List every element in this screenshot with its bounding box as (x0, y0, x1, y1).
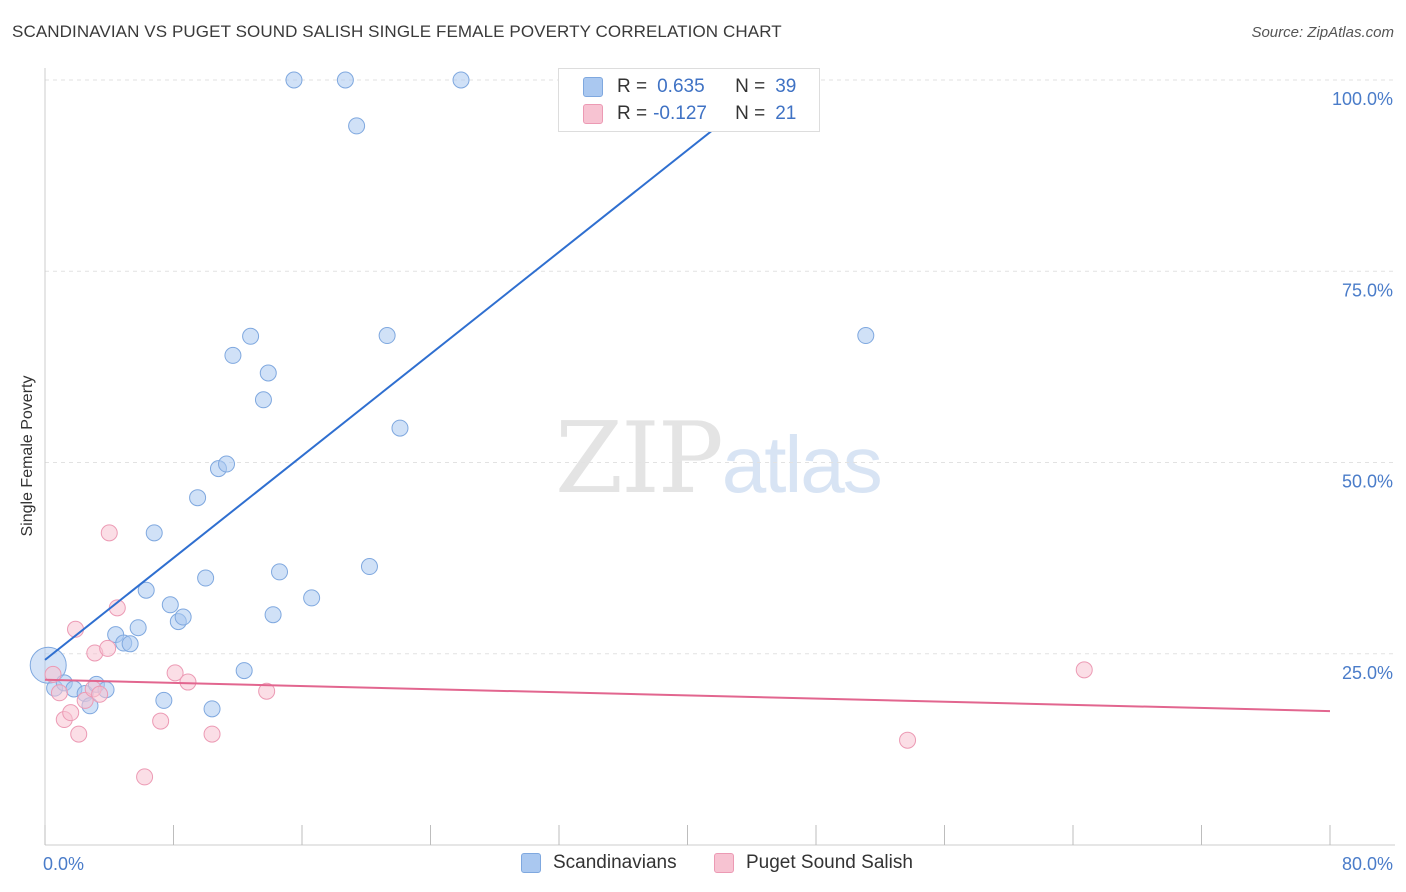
watermark: ZIPatlas (555, 402, 883, 516)
salish-point (179, 673, 197, 691)
salish-point (899, 731, 917, 749)
scandinavian-point (174, 608, 192, 626)
salish-point (203, 725, 221, 743)
scandinavian-point (218, 455, 236, 473)
correlation-legend: R = 0.635 N = 39 R = -0.127 N = 21 (558, 68, 820, 132)
scandinavian-point (155, 691, 173, 709)
scandinavian-point (137, 581, 155, 599)
n-label: N = (735, 103, 766, 124)
y-tick-label: 100.0% (1332, 89, 1393, 109)
scandinavian-point (129, 619, 147, 637)
chart-title: SCANDINAVIAN VS PUGET SOUND SALISH SINGL… (12, 22, 782, 41)
scandinavian-point (285, 71, 303, 89)
scandinavian-point (189, 489, 207, 507)
scandinavian-point (121, 635, 139, 653)
scandinavian-point (303, 589, 321, 607)
y-tick-label: 75.0% (1342, 280, 1393, 300)
salish-point (136, 768, 154, 786)
salish-point (99, 639, 117, 657)
scandinavian-point (857, 327, 875, 345)
scandinavian-point (264, 606, 282, 624)
y-tick-label: 25.0% (1342, 663, 1393, 683)
salish-point (44, 665, 62, 683)
salish-point (152, 712, 170, 730)
scandinavian-point (242, 327, 260, 345)
axes (44, 68, 1395, 846)
tick-labels: 25.0% 50.0% 75.0% 100.0% 0.0% 80.0% (43, 89, 1393, 874)
scandinavian-point (336, 71, 354, 89)
r-value: -0.127 (653, 103, 707, 124)
y-tick-label: 50.0% (1342, 472, 1393, 492)
scandinavian-trend-line (44, 79, 777, 661)
legend-swatch-pink (583, 104, 603, 124)
watermark-zip: ZIP (555, 402, 724, 516)
x-tick-label: 0.0% (43, 854, 84, 874)
salish-point (258, 682, 276, 700)
legend-row-puget-sound-salish: R = -0.127 N = 21 (583, 101, 796, 127)
scandinavian-point (235, 662, 253, 680)
scandinavian-point (203, 700, 221, 718)
salish-point (62, 704, 80, 722)
legend-item-puget-sound-salish[interactable]: Puget Sound Salish (714, 852, 913, 874)
legend-swatch-pink (714, 853, 734, 873)
salish-point (1075, 661, 1093, 679)
scandinavian-point (271, 563, 289, 581)
legend-row-scandinavians: R = 0.635 N = 39 (583, 74, 796, 100)
r-label: R = (617, 76, 648, 97)
salish-point (50, 684, 68, 702)
source-label: Source: ZipAtlas.com (1251, 24, 1394, 41)
trend-lines (44, 79, 1331, 713)
salish-point (70, 725, 88, 743)
scandinavian-point (452, 71, 470, 89)
r-value: 0.635 (657, 76, 705, 97)
gridlines (45, 79, 1395, 655)
legend-label: Scandinavians (553, 852, 677, 873)
n-value: 21 (775, 103, 797, 124)
scandinavian-point (197, 569, 215, 587)
salish-point (166, 664, 184, 682)
scandinavian-point (348, 117, 366, 135)
salish-trend-line (44, 678, 1331, 713)
scandinavian-point (145, 524, 163, 542)
data-points (29, 71, 1093, 786)
scandinavian-point (391, 419, 409, 437)
salish-point (91, 685, 109, 703)
legend-item-scandinavians[interactable]: Scandinavians (521, 852, 677, 874)
series-legend: Scandinavians Puget Sound Salish (0, 852, 1406, 876)
scandinavian-point (378, 327, 396, 345)
scandinavian-point (360, 558, 378, 576)
scandinavian-point (254, 391, 272, 409)
scandinavian-point (224, 346, 242, 364)
scandinavian-point (259, 364, 277, 382)
watermark-atlas: atlas (721, 420, 883, 509)
legend-swatch-blue (583, 77, 603, 97)
x-tick-label: 80.0% (1342, 854, 1393, 874)
r-label: R = (617, 103, 648, 124)
legend-label: Puget Sound Salish (746, 852, 913, 873)
salish-point (100, 524, 118, 542)
n-value: 39 (775, 76, 797, 97)
legend-swatch-blue (521, 853, 541, 873)
n-label: N = (735, 76, 766, 97)
scandinavian-point (161, 596, 179, 614)
